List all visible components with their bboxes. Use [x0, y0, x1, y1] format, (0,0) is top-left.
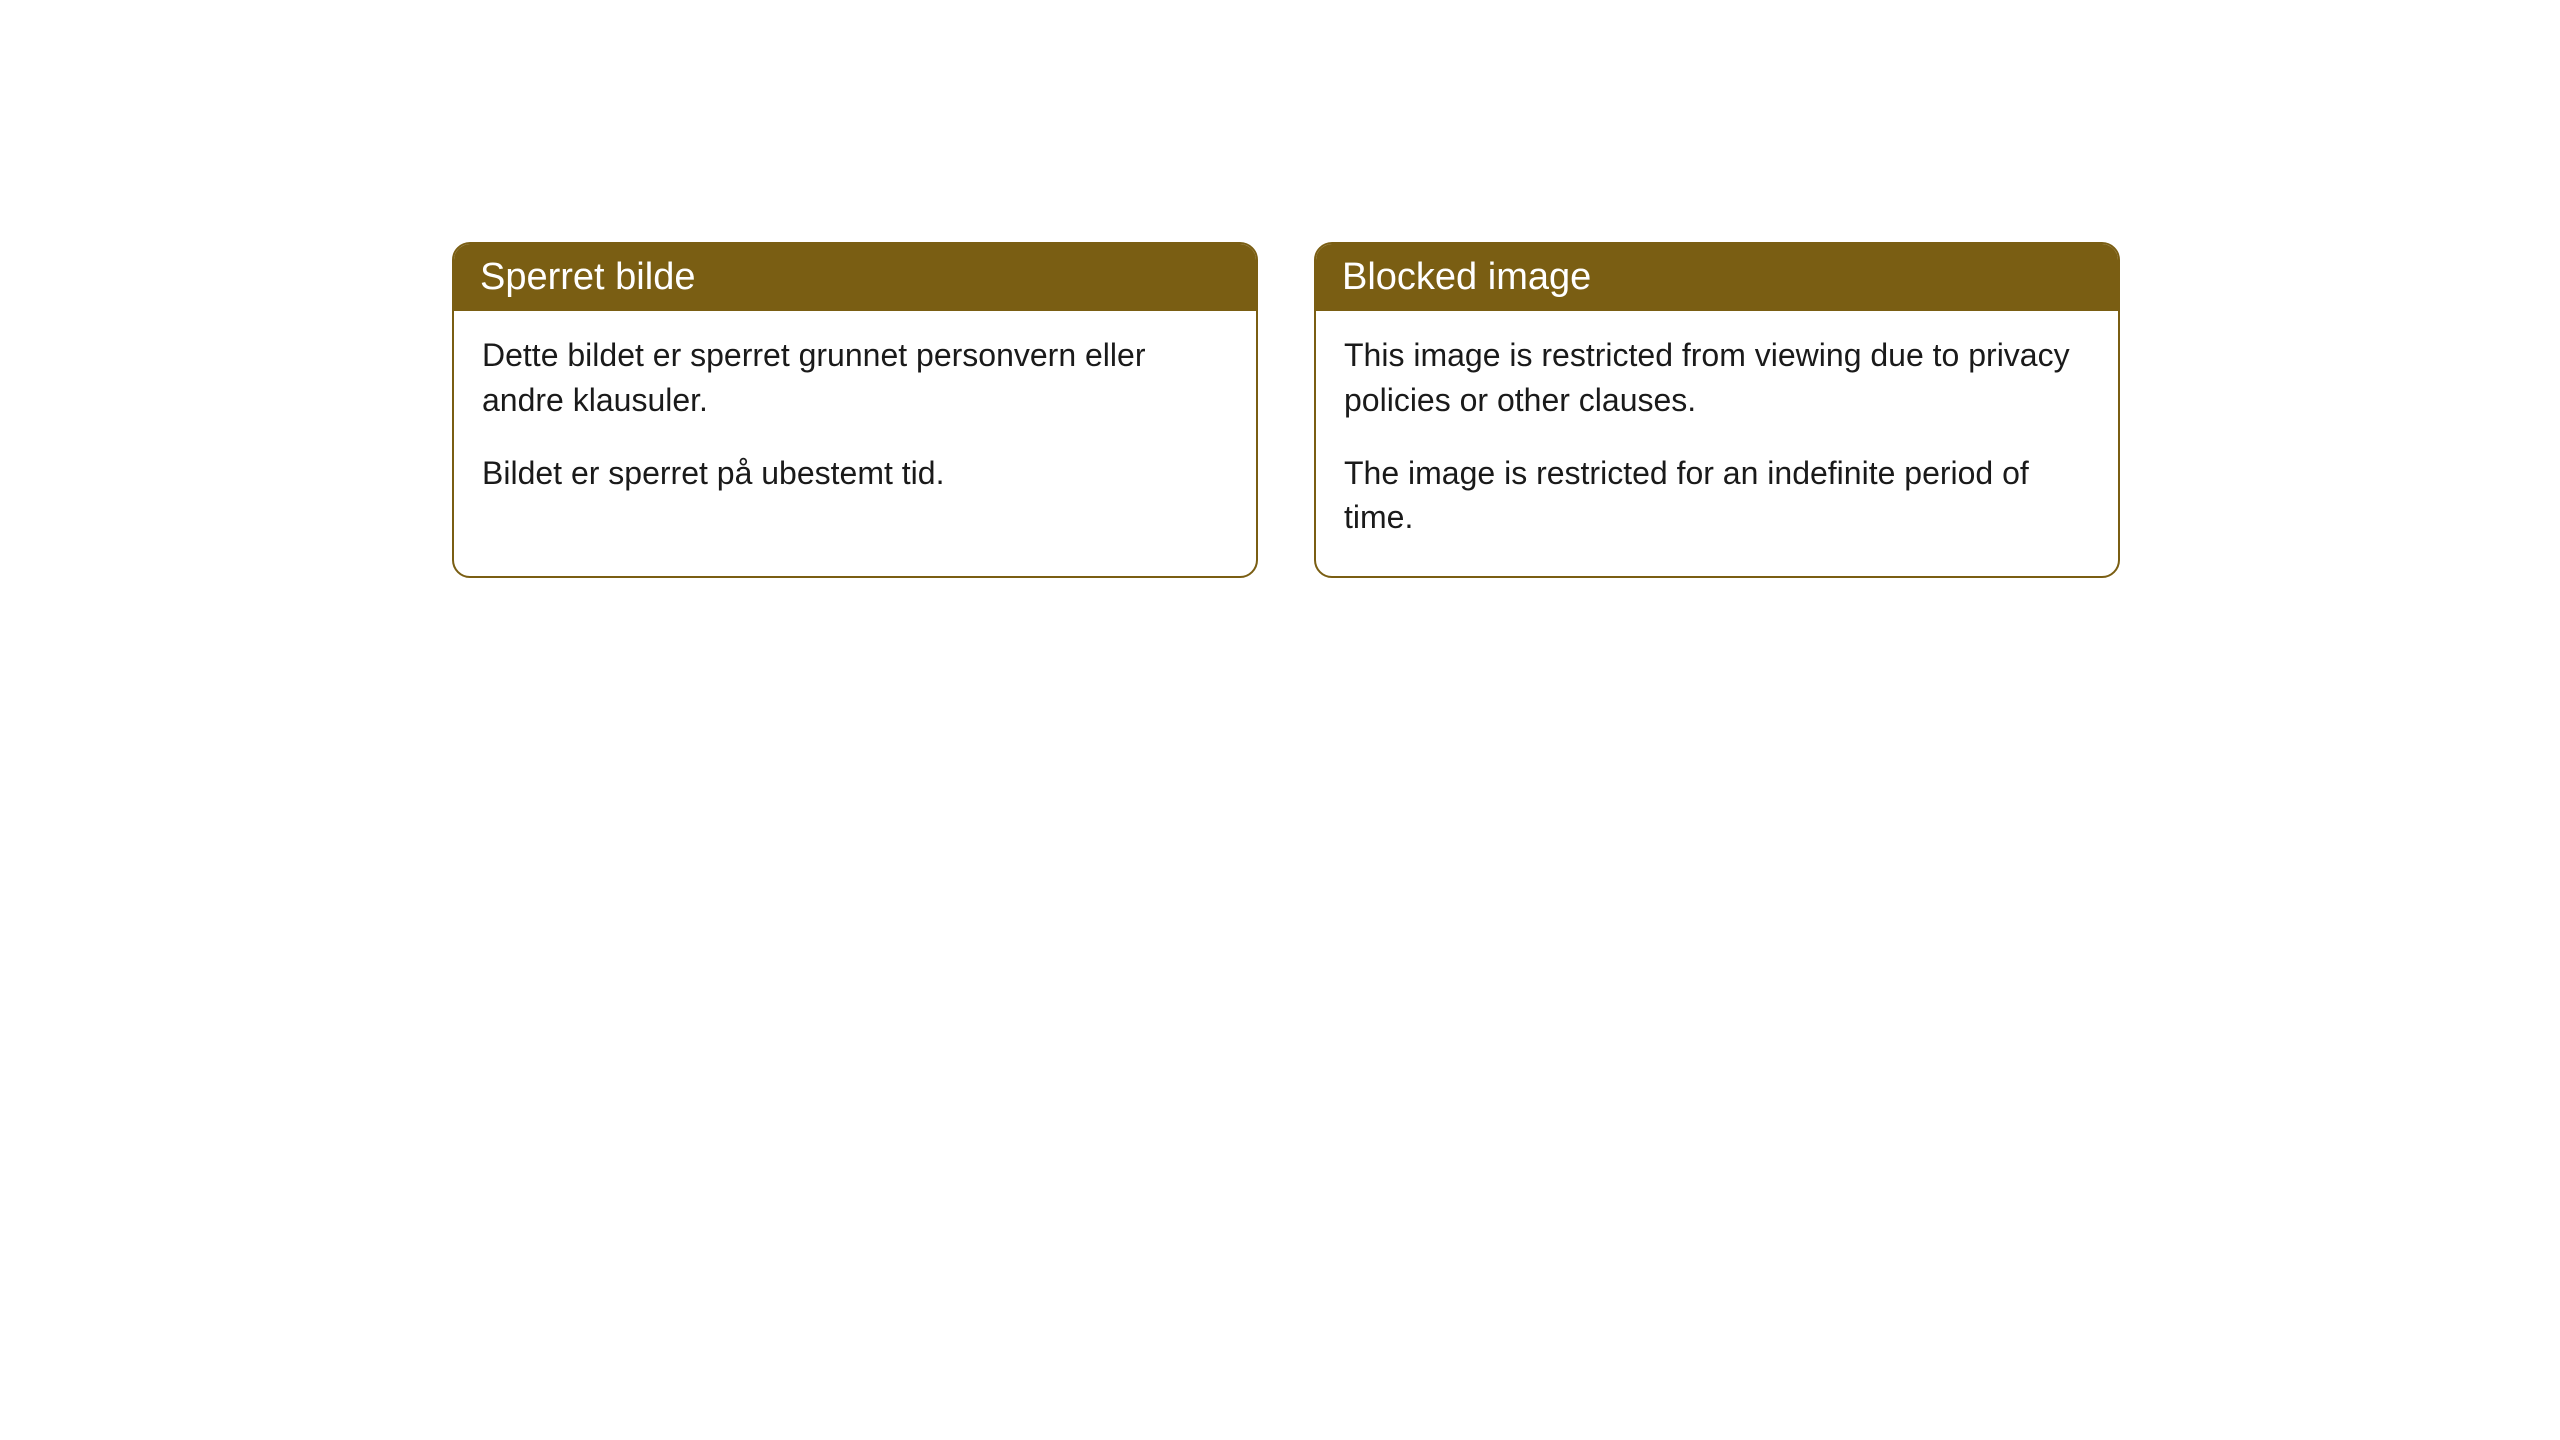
- card-body: Dette bildet er sperret grunnet personve…: [454, 311, 1256, 531]
- notice-container: Sperret bilde Dette bildet er sperret gr…: [0, 0, 2560, 578]
- notice-card-norwegian: Sperret bilde Dette bildet er sperret gr…: [452, 242, 1258, 578]
- card-paragraph: Bildet er sperret på ubestemt tid.: [482, 451, 1228, 496]
- card-title: Blocked image: [1342, 256, 1591, 298]
- card-header: Blocked image: [1316, 244, 2118, 311]
- card-paragraph: The image is restricted for an indefinit…: [1344, 451, 2090, 541]
- card-paragraph: This image is restricted from viewing du…: [1344, 333, 2090, 423]
- notice-card-english: Blocked image This image is restricted f…: [1314, 242, 2120, 578]
- card-body: This image is restricted from viewing du…: [1316, 311, 2118, 576]
- card-header: Sperret bilde: [454, 244, 1256, 311]
- card-paragraph: Dette bildet er sperret grunnet personve…: [482, 333, 1228, 423]
- card-title: Sperret bilde: [480, 256, 695, 298]
